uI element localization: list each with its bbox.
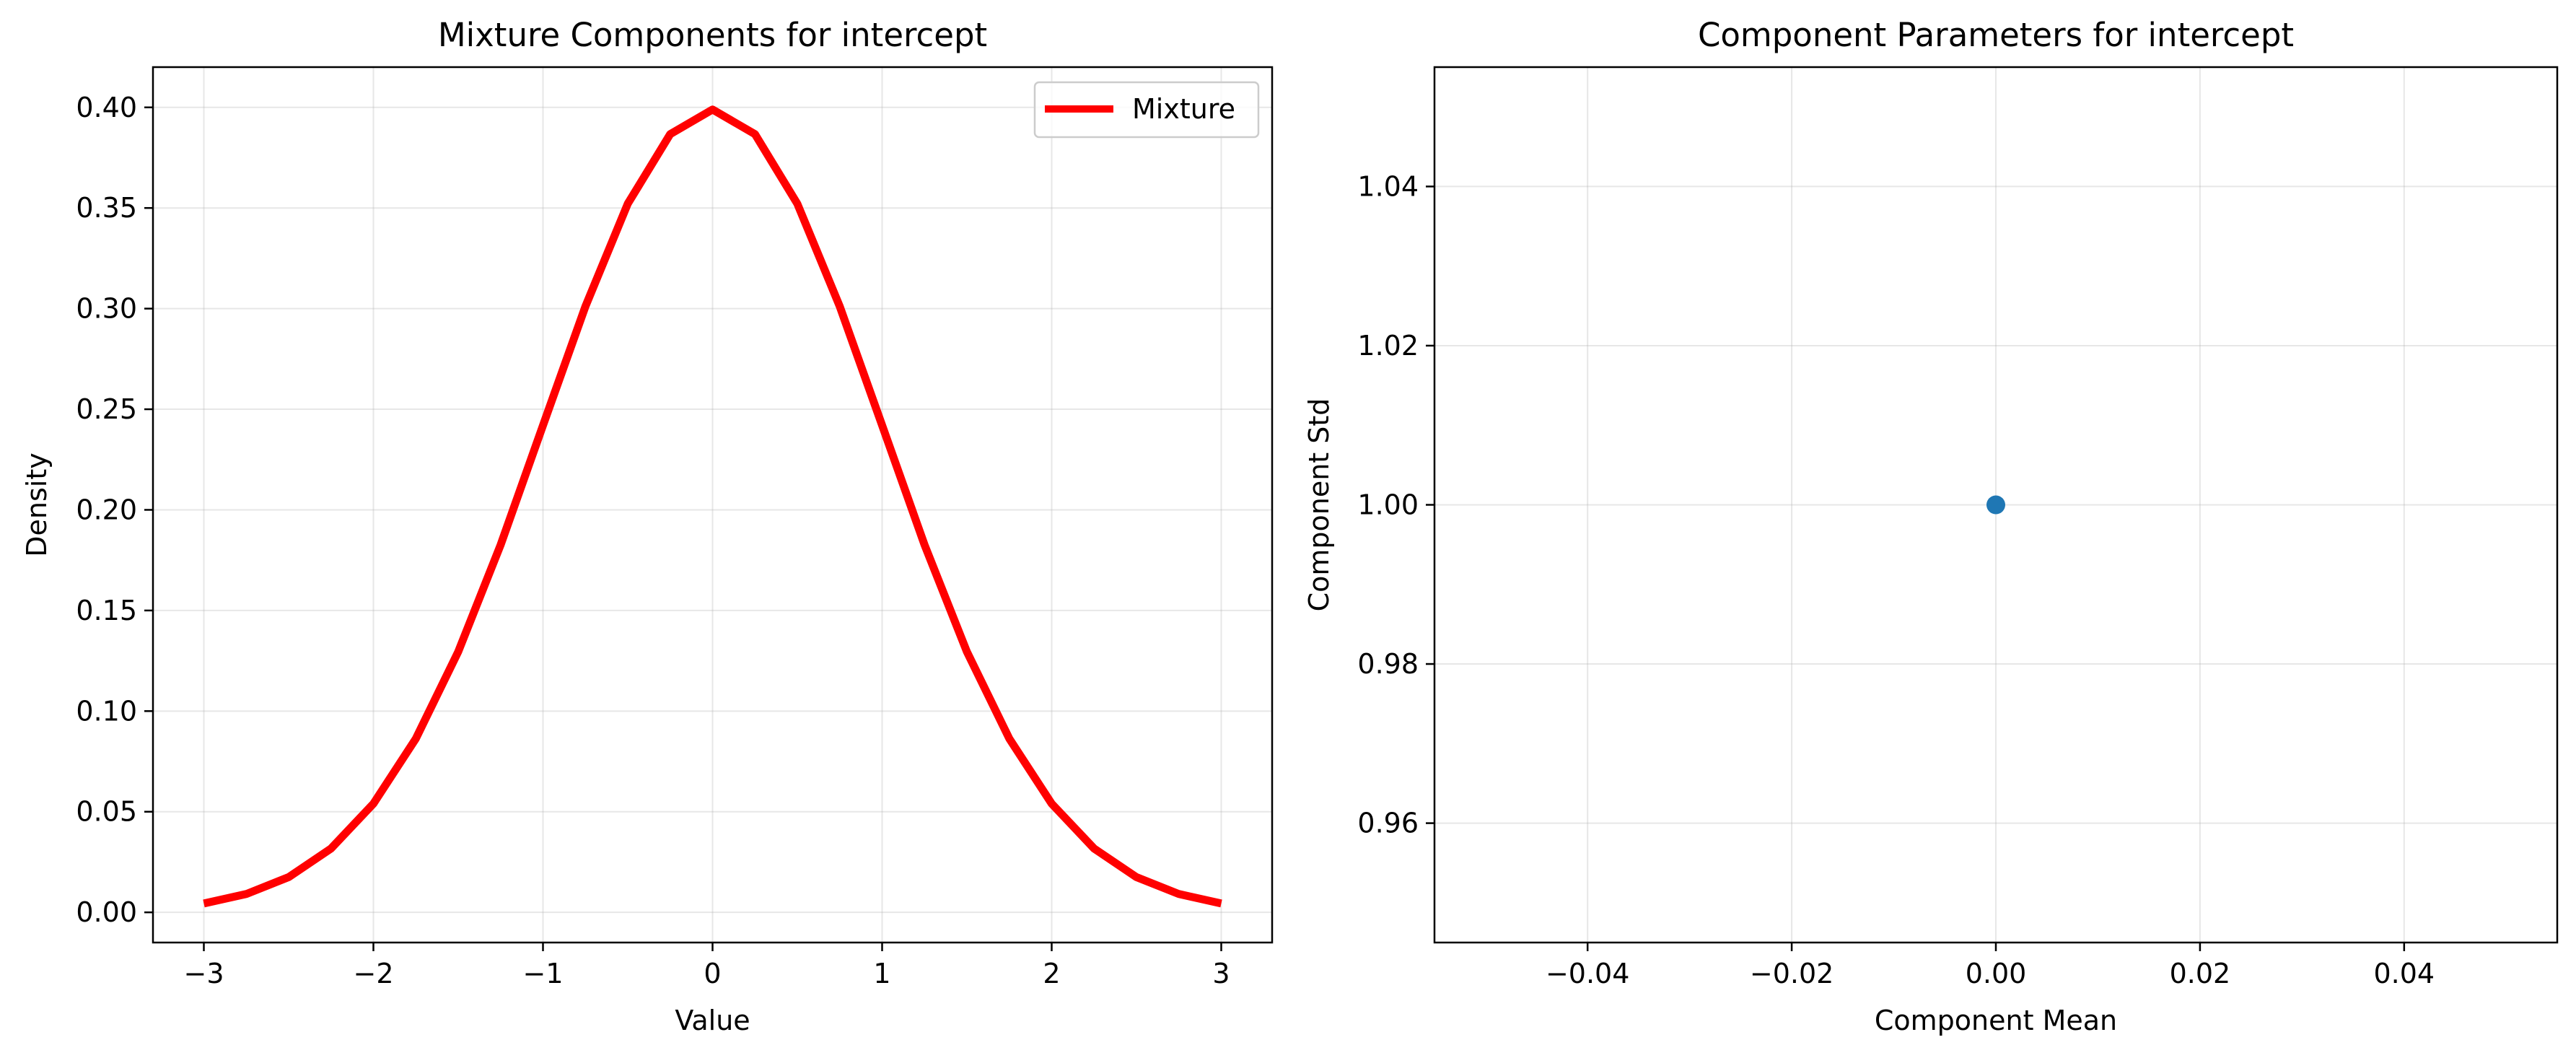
y-tick-label: 0.96	[1357, 808, 1419, 839]
mixture-y-axis-label: Density	[21, 453, 53, 556]
x-tick-label: 3	[1212, 958, 1230, 989]
y-tick-label: 1.00	[1357, 489, 1419, 521]
parameters-grid	[1434, 67, 2557, 943]
x-tick-label: 0.00	[1966, 958, 2027, 989]
legend-box	[1033, 81, 1260, 139]
mixture-density-chart: −3 −2 −1 0 1 2 3 0.00 0.05 0.10 0.15 0.20 0.25 0.30 0.…	[21, 16, 1274, 1036]
x-tick-label: 0.04	[2374, 958, 2435, 989]
y-tick-label: 0.10	[76, 695, 137, 727]
parameters-ticks: −0.04 −0.02 0.00 0.02 0.04 0.96 0.98 1.00 1.02 1.…	[1357, 170, 2435, 989]
y-tick-label: 1.04	[1357, 170, 1419, 202]
y-tick-label: 1.02	[1357, 330, 1419, 362]
y-tick-label: 0.40	[76, 92, 137, 123]
y-tick-label: 0.20	[76, 494, 137, 525]
mixture-grid	[153, 67, 1272, 943]
parameters-y-axis-label: Component Std	[1303, 398, 1335, 612]
component-parameters-chart: −0.04 −0.02 0.00 0.02 0.04 0.96 0.98 1.00 1.02 1.…	[1303, 16, 2559, 1036]
y-tick-label: 0.98	[1357, 648, 1419, 680]
mixture-x-axis-label: Value	[675, 1005, 750, 1036]
series-line-mixture	[203, 105, 1222, 908]
x-tick-label: 2	[1043, 958, 1060, 989]
scatter-point	[1986, 495, 2005, 515]
mixture-legend: Mixture	[1033, 81, 1260, 139]
y-tick-label: 0.15	[76, 595, 137, 626]
x-tick-label: −1	[522, 958, 563, 989]
y-tick-label: 0.30	[76, 293, 137, 325]
mixture-chart-title: Mixture Components for intercept	[438, 16, 987, 54]
mixture-ticks: −3 −2 −1 0 1 2 3 0.00 0.05 0.10 0.15 0.20 0.25 0.30 0.…	[76, 92, 1230, 989]
parameters-points	[1986, 495, 2005, 515]
y-tick-label: 0.25	[76, 393, 137, 425]
x-tick-label: 0	[704, 958, 721, 989]
x-tick-label: 1	[873, 958, 890, 989]
x-tick-label: −3	[183, 958, 224, 989]
x-tick-label: −2	[353, 958, 393, 989]
mixture-lines	[203, 105, 1222, 908]
y-tick-label: 0.00	[76, 896, 137, 928]
parameters-chart-title: Component Parameters for intercept	[1698, 16, 2294, 54]
y-tick-label: 0.35	[76, 192, 137, 224]
y-tick-label: 0.05	[76, 796, 137, 828]
x-tick-label: −0.04	[1546, 958, 1629, 989]
x-tick-label: −0.02	[1750, 958, 1834, 989]
parameters-x-axis-label: Component Mean	[1875, 1005, 2117, 1036]
x-tick-label: 0.02	[2170, 958, 2231, 989]
legend-label-mixture: Mixture	[1132, 93, 1235, 125]
